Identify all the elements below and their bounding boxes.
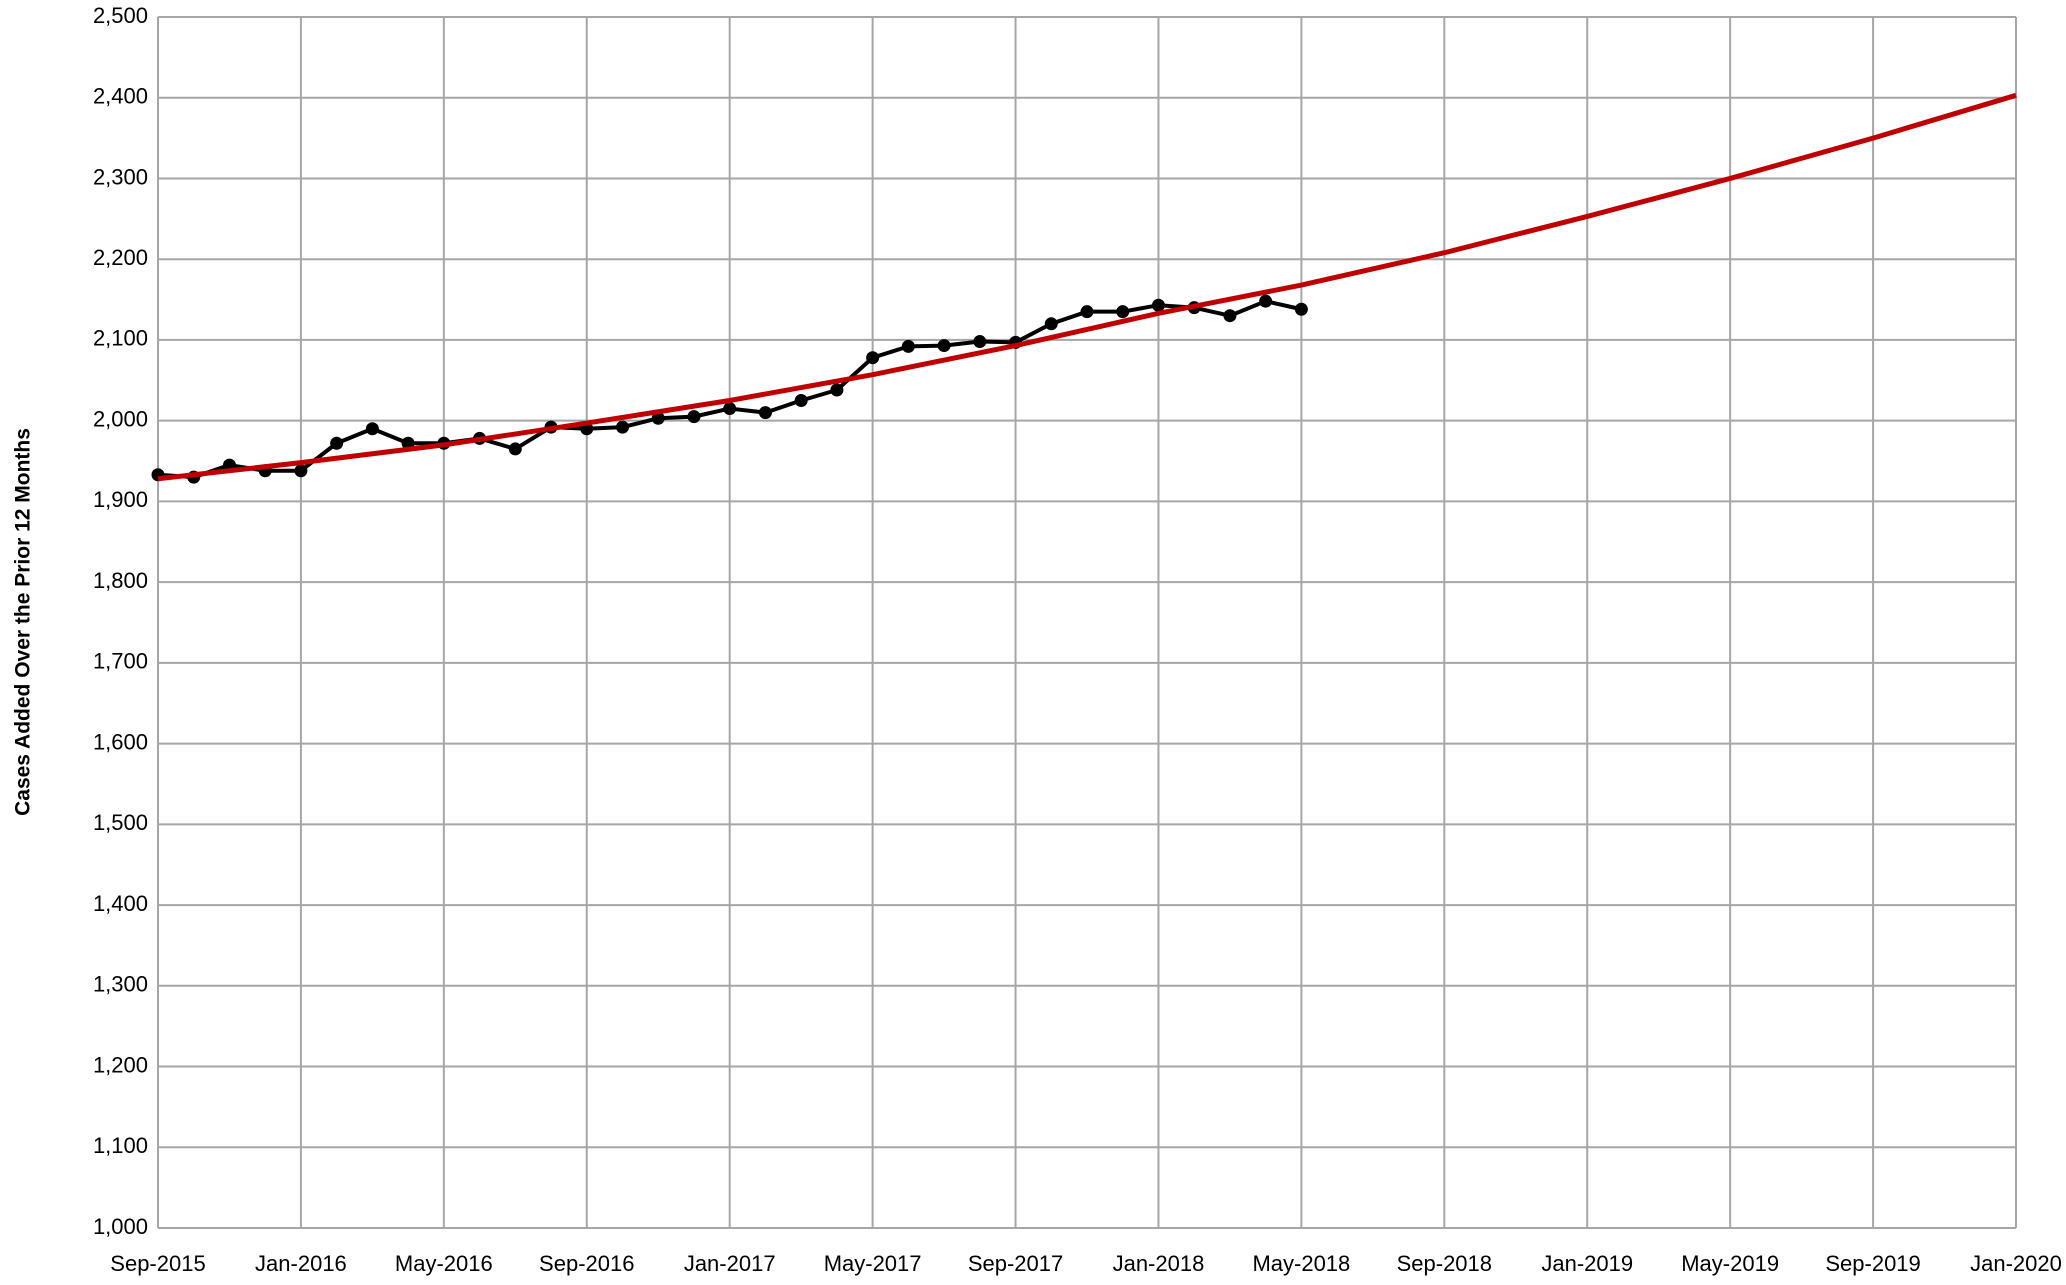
y-tick-label: 2,300 — [93, 164, 148, 189]
data-point — [901, 339, 915, 353]
x-tick-label: May-2019 — [1681, 1251, 1779, 1276]
data-point — [758, 406, 772, 420]
y-tick-label: 1,000 — [93, 1214, 148, 1239]
data-point — [508, 442, 522, 456]
y-tick-label: 2,100 — [93, 326, 148, 351]
y-tick-label: 2,200 — [93, 245, 148, 270]
data-point — [1294, 302, 1308, 316]
y-tick-label: 1,500 — [93, 810, 148, 835]
x-tick-label: Jan-2017 — [684, 1251, 776, 1276]
data-point — [687, 410, 701, 424]
y-tick-label: 1,400 — [93, 891, 148, 916]
data-point — [1044, 317, 1058, 331]
y-tick-label: 1,100 — [93, 1133, 148, 1158]
y-tick-label: 2,000 — [93, 406, 148, 431]
x-tick-label: May-2016 — [395, 1251, 493, 1276]
line-series — [157, 92, 2017, 482]
data-point — [651, 411, 665, 425]
x-tick-label: Jan-2018 — [1113, 1251, 1205, 1276]
x-tick-label: Jan-2016 — [255, 1251, 347, 1276]
x-tick-label: May-2018 — [1252, 1251, 1350, 1276]
x-tick-label: Sep-2016 — [539, 1251, 634, 1276]
data-point — [830, 383, 844, 397]
y-tick-label: 2,500 — [93, 3, 148, 28]
data-point — [973, 335, 987, 349]
y-tick-label: 1,300 — [93, 972, 148, 997]
y-tick-label: 1,900 — [93, 487, 148, 512]
x-tick-label: Sep-2018 — [1397, 1251, 1492, 1276]
y-tick-label: 1,200 — [93, 1052, 148, 1077]
x-tick-label: Jan-2019 — [1541, 1251, 1633, 1276]
data-point — [616, 420, 629, 434]
data-point — [1151, 298, 1165, 312]
data-point — [365, 422, 379, 436]
data-point — [294, 464, 308, 478]
x-tick-label: Jan-2020 — [1970, 1251, 2062, 1276]
y-tick-label: 1,800 — [93, 568, 148, 593]
data-point — [1116, 305, 1130, 319]
data-point — [794, 393, 808, 407]
data-point — [1259, 294, 1273, 308]
x-tick-label: Sep-2019 — [1825, 1251, 1920, 1276]
data-point — [937, 339, 951, 353]
data-point — [723, 402, 737, 416]
x-tick-label: Sep-2017 — [968, 1251, 1063, 1276]
data-point — [1223, 309, 1237, 323]
data-point — [1080, 305, 1094, 319]
x-tick-label: Sep-2015 — [110, 1251, 205, 1276]
y-axis-label: Cases Added Over the Prior 12 Months — [12, 428, 35, 816]
y-tick-label: 1,600 — [93, 729, 148, 754]
y-tick-label: 2,400 — [93, 84, 148, 109]
data-point — [866, 351, 880, 365]
x-tick-label: May-2017 — [824, 1251, 922, 1276]
data-point — [330, 436, 344, 450]
y-tick-label: 1,700 — [93, 649, 148, 674]
